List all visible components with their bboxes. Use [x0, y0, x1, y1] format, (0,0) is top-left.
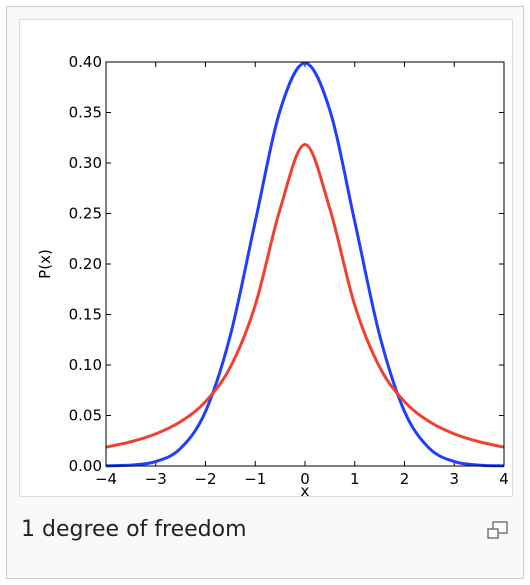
red-density-curve	[105, 143, 505, 449]
x-tick-label: 2	[400, 470, 410, 488]
x-tick-label: 0	[300, 470, 310, 488]
x-tick-label: −4	[95, 470, 117, 488]
y-axis-label: P(x)	[36, 249, 54, 279]
density-chart: 0.00 0.05 0.10 0.15 0.20 0.25 0.30 0.35 0.40 −4 −…	[36, 53, 509, 496]
x-tick-label: 1	[350, 470, 360, 488]
x-tick-label: 4	[499, 470, 509, 488]
blue-density-curve	[105, 61, 505, 468]
chart-frame: 0.00 0.05 0.10 0.15 0.20 0.25 0.30 0.35 0.40 −4 −…	[19, 19, 513, 497]
magnify-icon[interactable]	[485, 520, 511, 542]
x-tick-label: 3	[449, 470, 459, 488]
x-tick-label: −1	[244, 470, 266, 488]
y-tick-label: 0.30	[69, 154, 102, 172]
x-tick-label: −3	[145, 470, 167, 488]
figure-thumbnail: 0.00 0.05 0.10 0.15 0.20 0.25 0.30 0.35 0.40 −4 −…	[6, 6, 524, 579]
x-tick-label: −2	[194, 470, 216, 488]
y-tick-label: 0.20	[69, 255, 102, 273]
y-tick-label: 0.15	[69, 306, 102, 324]
plot-area-frame	[105, 61, 505, 467]
y-tick-label: 0.10	[69, 356, 102, 374]
y-tick-label: 0.40	[69, 53, 102, 71]
x-axis-label: x	[301, 482, 310, 496]
y-tick-label: 0.05	[69, 407, 102, 425]
y-tick-label: 0.25	[69, 205, 102, 223]
y-tick-label: 0.00	[69, 457, 102, 475]
y-tick-label: 0.35	[69, 104, 102, 122]
figure-caption: 1 degree of freedom	[21, 517, 247, 542]
